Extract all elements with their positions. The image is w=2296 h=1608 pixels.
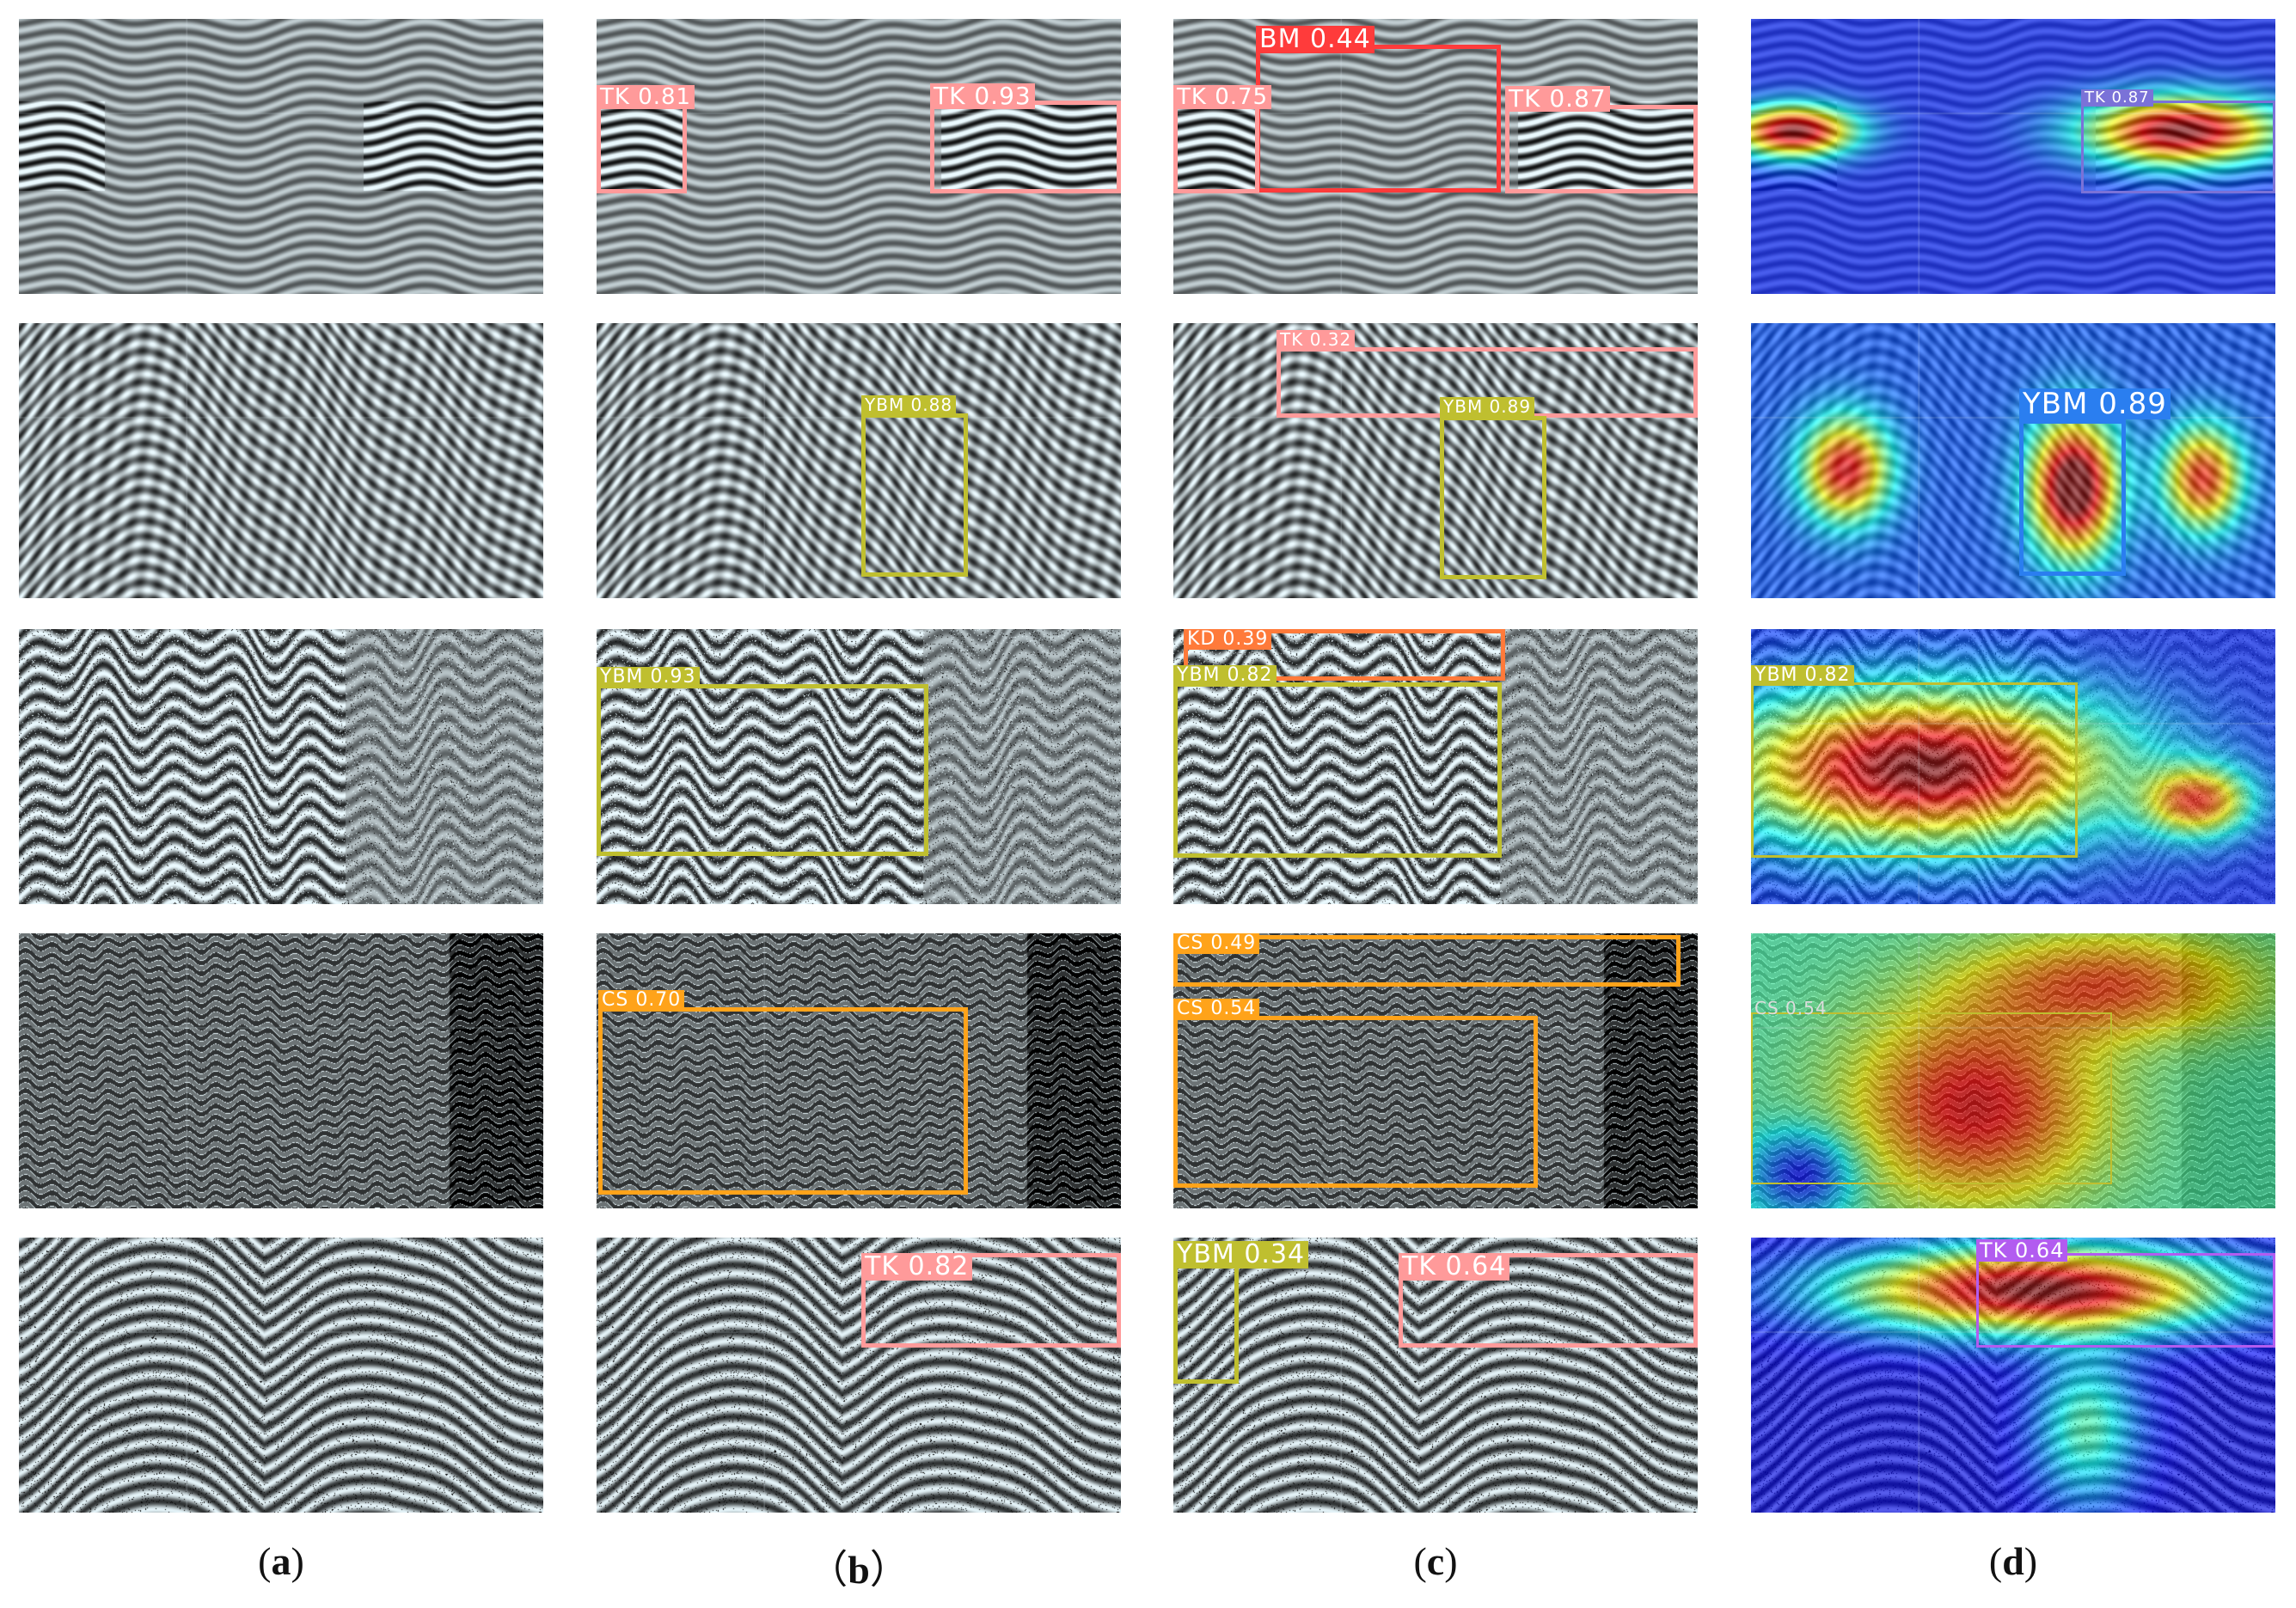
radargram-r2-a (19, 323, 543, 598)
radargram-image (597, 323, 1121, 598)
detection-box-ybm (597, 684, 928, 856)
radargram-r2-b: YBM 0.88 (597, 323, 1121, 598)
radargram-image (1173, 323, 1698, 598)
detection-label-tk: TK 0.64 (1399, 1253, 1510, 1281)
detection-label-kd: KD 0.39 (1184, 629, 1272, 650)
radargram-r4-a (19, 933, 543, 1208)
radargram-r2-c: TK 0.32 YBM 0.89 (1173, 323, 1698, 598)
detection-box-tk (1976, 1253, 2275, 1348)
detection-box-tk (861, 1253, 1121, 1348)
detection-box-tk (1505, 105, 1698, 193)
detection-box-ybm (1173, 682, 1502, 858)
heatmap-image (1751, 933, 2275, 1208)
heatmap-r2-d: YBM 0.89 (1751, 323, 2275, 598)
detection-label-ybm: YBM 0.88 (861, 395, 957, 414)
column-caption-c: (c) (1413, 1539, 1458, 1583)
radargram-r5-c: YBM 0.34 TK 0.64 (1173, 1238, 1698, 1513)
radargram-image (1173, 19, 1698, 294)
heatmap-image (1751, 19, 2275, 294)
detection-label-cs: CS 0.49 (1173, 933, 1260, 954)
detection-box-cs (1751, 1012, 2112, 1184)
detection-label-tk: TK 0.93 (930, 83, 1035, 109)
radargram-image (19, 629, 543, 904)
radargram-image (1173, 933, 1698, 1208)
radargram-r4-b: CS 0.70 (597, 933, 1121, 1208)
detection-label-tk: TK 0.87 (2081, 89, 2153, 107)
detection-label-ybm: YBM 0.89 (2019, 388, 2170, 419)
detection-box-ybm (1440, 416, 1546, 579)
radargram-image (1173, 1238, 1698, 1513)
detection-label-tk: TK 0.82 (861, 1253, 973, 1281)
detection-box-bm (1256, 45, 1501, 193)
detection-label-cs: CS 0.54 (1173, 999, 1260, 1019)
detection-label-tk: TK 0.81 (597, 85, 695, 109)
heatmap-image (1751, 323, 2275, 598)
heatmap-r3-d: YBM 0.82 (1751, 629, 2275, 904)
heatmap-r1-d: TK 0.87 (1751, 19, 2275, 294)
detection-label-bm: BM 0.44 (1256, 26, 1375, 53)
detection-label-ybm: YBM 0.82 (1751, 665, 1854, 686)
radargram-image (19, 19, 543, 294)
detection-box-tk (930, 101, 1121, 193)
detection-box-tk (597, 101, 687, 193)
radargram-image (19, 323, 543, 598)
detection-label-ybm: YBM 0.82 (1173, 665, 1277, 686)
detection-label-tk: TK 0.75 (1173, 85, 1272, 109)
heatmap-r4-d: CS 0.54 (1751, 933, 2275, 1208)
detection-box-ybm (861, 413, 968, 577)
detection-box-cs (598, 1007, 968, 1195)
detection-box-ybm (2019, 419, 2126, 576)
detection-label-ybm: YBM 0.34 (1173, 1241, 1309, 1269)
radargram-r3-b: YBM 0.93 (597, 629, 1121, 904)
heatmap-image (1751, 1238, 2275, 1513)
column-caption-d: (d) (1988, 1539, 2038, 1583)
detection-box-tk (1173, 101, 1259, 193)
detection-label-ybm: YBM 0.93 (597, 667, 700, 688)
radargram-image (19, 1238, 543, 1513)
radargram-r5-b: TK 0.82 (597, 1238, 1121, 1513)
detection-box-kd (1184, 629, 1505, 681)
detection-label-tk: TK 0.32 (1277, 330, 1356, 349)
column-caption-a: (a) (258, 1539, 304, 1583)
detection-box-ybm (1173, 1255, 1239, 1384)
detection-box-tk (2081, 101, 2275, 193)
radargram-r1-a (19, 19, 543, 294)
detection-label-tk: TK 0.87 (1505, 86, 1610, 112)
detection-label-cs: CS 0.54 (1754, 998, 1828, 1018)
heatmap-r5-d: TK 0.64 (1751, 1238, 2275, 1513)
radargram-image (597, 933, 1121, 1208)
detection-box-tk (1399, 1253, 1698, 1348)
detection-label-cs: CS 0.70 (598, 990, 685, 1011)
radargram-image (597, 1238, 1121, 1513)
radargram-r1-c: BM 0.44 TK 0.75 TK 0.87 (1173, 19, 1698, 294)
detection-label-tk: TK 0.64 (1976, 1239, 2068, 1262)
detection-box-cs (1173, 935, 1681, 987)
radargram-r5-a (19, 1238, 543, 1513)
detection-label-ybm: YBM 0.89 (1440, 397, 1535, 416)
radargram-image (19, 933, 543, 1208)
detection-box-ybm (1751, 682, 2078, 858)
radargram-r4-c: CS 0.49 CS 0.54 (1173, 933, 1698, 1208)
radargram-r3-a (19, 629, 543, 904)
detection-box-cs (1173, 1016, 1538, 1188)
radargram-r1-b: TK 0.81 TK 0.93 (597, 19, 1121, 294)
column-caption-b: （b） (808, 1548, 909, 1592)
radargram-r3-c: KD 0.39 YBM 0.82 (1173, 629, 1698, 904)
